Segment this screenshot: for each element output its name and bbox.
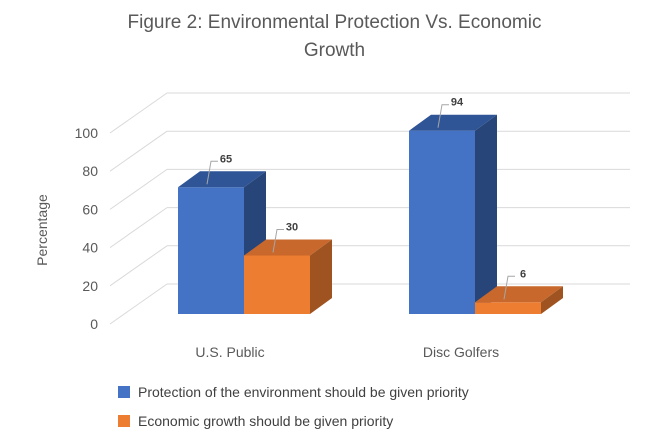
gridline-depth-0 (109, 283, 168, 325)
bar-protection-disc-golfers (409, 114, 497, 314)
data-label-u-s-public-30: 30 (286, 222, 298, 234)
bar-top-face (409, 114, 497, 131)
data-label-u-s-public-65: 65 (220, 153, 232, 165)
gridline-depth-100 (109, 92, 168, 134)
data-label-disc-golfers-6: 6 (520, 268, 526, 280)
x-axis-category-labels: U.S. Public Disc Golfers (195, 344, 499, 360)
chart-title-text: Figure 2: Environmental Protection Vs. E… (127, 12, 542, 61)
chart-title: Figure 2: Environmental Protection Vs. E… (0, 9, 669, 65)
y-tick-label-20: 20 (82, 278, 98, 294)
category-label-u-s-public: U.S. Public (195, 344, 264, 360)
legend-swatch-icon (118, 415, 130, 427)
bar-side-face (541, 286, 563, 314)
bar-front-face (178, 187, 244, 314)
gridline-depth-60 (109, 168, 168, 210)
legend-label: Protection of the environment should be … (138, 384, 469, 400)
data-label-leader-line (503, 275, 515, 300)
y-axis-tick-labels: 0 20 40 60 80 100 (75, 125, 99, 332)
gridline-depth-40 (109, 207, 168, 249)
bar-top-face (475, 286, 563, 303)
category-label-disc-golfers: Disc Golfers (423, 344, 499, 360)
bar-side-face (475, 114, 497, 314)
data-label-leader-line (206, 160, 218, 185)
legend-item-protection: Protection of the environment should be … (118, 382, 469, 402)
bar-economic-u-s-public (244, 239, 332, 314)
bar-economic-disc-golfers (475, 286, 563, 314)
data-labels: 65 30 94 6 (206, 97, 526, 300)
gridline-depth-80 (109, 130, 168, 172)
bar-top-face (178, 171, 266, 188)
bar-front-face (244, 255, 310, 314)
bar-top-face (244, 239, 332, 256)
legend: Protection of the environment should be … (118, 382, 469, 438)
bars (178, 114, 563, 314)
y-tick-label-0: 0 (90, 316, 98, 332)
gridline-depth-20 (109, 245, 168, 287)
data-label-leader-line (272, 229, 284, 253)
y-tick-label-80: 80 (82, 163, 98, 179)
bar-side-face (310, 239, 332, 314)
y-axis-title: Percentage (34, 194, 50, 266)
bar-front-face (475, 302, 541, 314)
y-tick-label-60: 60 (82, 201, 98, 217)
y-tick-label-100: 100 (75, 125, 99, 141)
data-label-disc-golfers-94: 94 (451, 97, 464, 109)
data-label-leader-line (437, 104, 449, 128)
legend-item-economic: Economic growth should be given priority (118, 411, 469, 431)
legend-swatch-icon (118, 386, 130, 398)
bar-front-face (409, 130, 475, 314)
legend-label: Economic growth should be given priority (138, 413, 394, 429)
y-tick-label-40: 40 (82, 240, 98, 256)
